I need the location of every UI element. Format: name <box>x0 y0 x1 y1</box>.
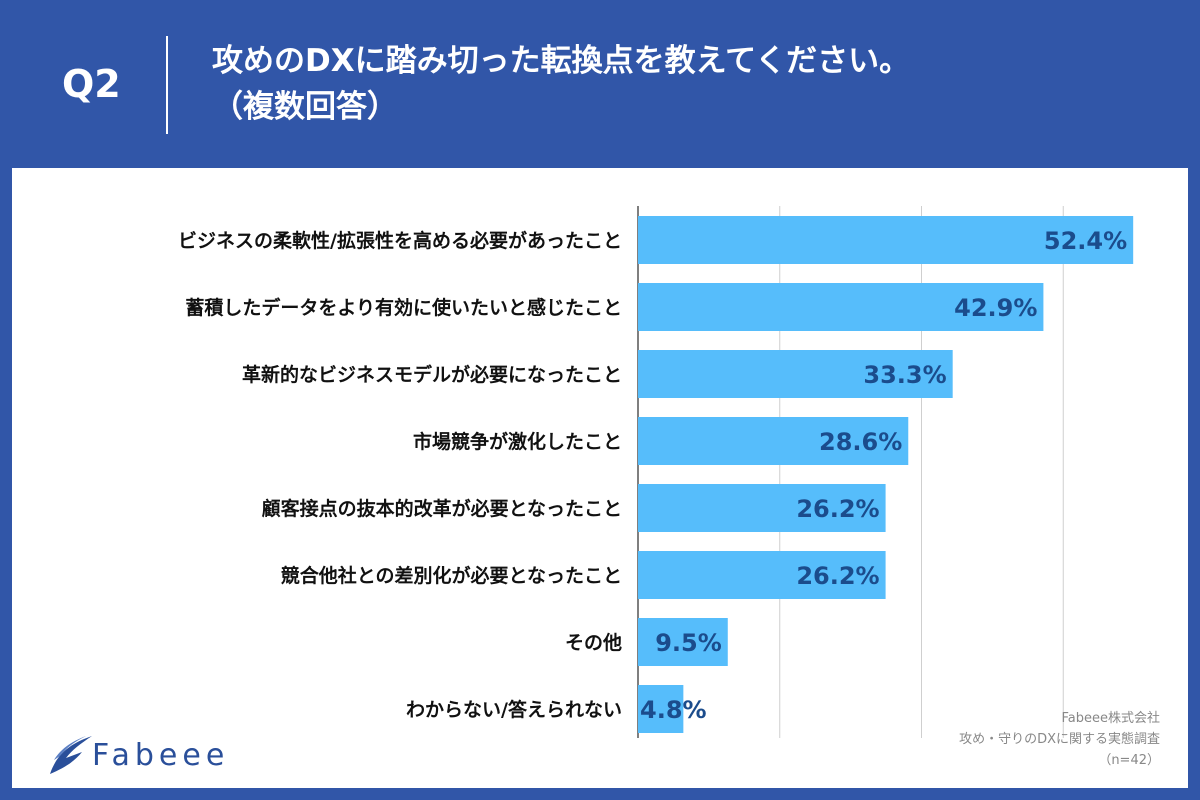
value-label: 9.5% <box>655 629 722 657</box>
category-label: 顧客接点の抜本的改革が必要となったこと <box>262 497 622 520</box>
category-label: わからない/答えられない <box>406 698 622 721</box>
value-label: 33.3% <box>863 361 946 389</box>
source-company: Fabeee株式会社 <box>1061 711 1161 726</box>
question-label: Q2 <box>62 62 121 106</box>
question-title: 攻めのDXに踏み切った転換点を教えてください。 （複数回答） <box>212 38 910 130</box>
category-label: 蓄積したデータをより有効に使いたいと感じたこと <box>185 296 622 319</box>
chart-card: ビジネスの柔軟性/拡張性を高める必要があったこと 52.4% 蓄積したデータをより有… <box>12 168 1188 788</box>
bar <box>638 216 1134 264</box>
bar-chart: ビジネスの柔軟性/拡張性を高める必要があったこと 52.4% 蓄積したデータをより有… <box>178 206 1134 738</box>
category-label: その他 <box>565 631 622 654</box>
value-label: 26.2% <box>796 495 879 523</box>
fabeee-logo-icon <box>50 736 92 774</box>
bar <box>638 350 953 398</box>
category-label: 市場競争が激化したこと <box>413 430 622 453</box>
category-label: 競合他社との差別化が必要となったこと <box>281 564 622 587</box>
bar <box>638 551 886 599</box>
bar <box>638 417 909 465</box>
source-note: Fabeee株式会社 攻め・守りのDXに関する実態調査 （n=42） <box>959 708 1160 771</box>
logo-text: Fabeee <box>92 738 230 773</box>
source-survey: 攻め・守りのDXに関する実態調査 <box>959 732 1160 747</box>
value-label: 28.6% <box>819 428 902 456</box>
value-label: 42.9% <box>954 294 1037 322</box>
bar <box>638 618 728 666</box>
value-label: 4.8% <box>640 696 707 724</box>
bar <box>638 283 1044 331</box>
header: Q2 攻めのDXに踏み切った転換点を教えてください。 （複数回答） <box>0 0 1200 168</box>
title-line-2: （複数回答） <box>212 89 398 125</box>
value-label: 52.4% <box>1044 227 1127 255</box>
category-label: ビジネスの柔軟性/拡張性を高める必要があったこと <box>178 229 622 252</box>
bar <box>638 685 684 733</box>
source-sample-size: （n=42） <box>1098 753 1160 768</box>
header-divider <box>166 36 168 134</box>
value-label: 26.2% <box>796 562 879 590</box>
title-line-1: 攻めのDXに踏み切った転換点を教えてください。 <box>212 43 911 79</box>
category-label: 革新的なビジネスモデルが必要になったこと <box>242 363 622 386</box>
bar <box>638 484 886 532</box>
